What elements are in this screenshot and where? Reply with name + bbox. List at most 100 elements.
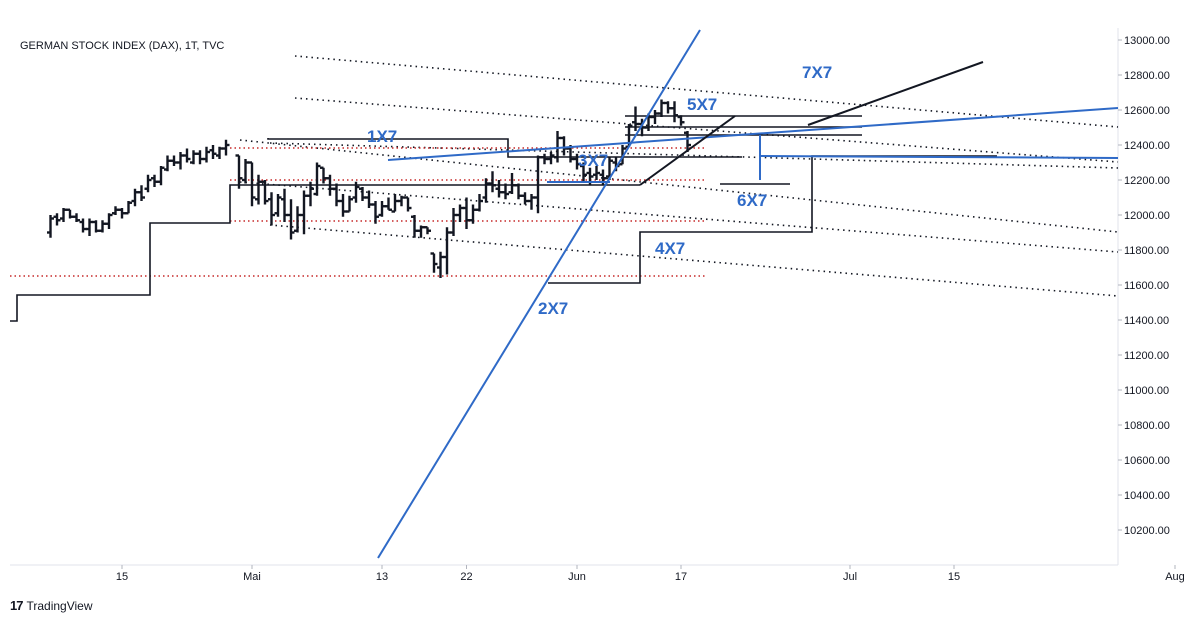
- ohlc-bar: [339, 194, 347, 217]
- time-tick-label: Mai: [243, 571, 261, 583]
- ohlc-bar: [619, 145, 626, 166]
- label-1x7: 1X7: [367, 127, 397, 146]
- ohlc-bar: [177, 152, 184, 170]
- ohlc-bar: [53, 213, 61, 226]
- step-line-lower: [10, 184, 640, 322]
- ohlc-bar: [307, 181, 314, 207]
- step-lines: [10, 115, 997, 322]
- ohlc-bar: [209, 145, 217, 159]
- ohlc-bar: [515, 183, 522, 200]
- ohlc-bar: [118, 208, 126, 219]
- ohlc-bar: [528, 194, 535, 210]
- ohlc-bar: [320, 166, 327, 184]
- step-line-upper: [267, 138, 742, 158]
- ohlc-bar: [144, 174, 152, 193]
- blue-angle-line: [759, 155, 1119, 159]
- ohlc-bar: [365, 190, 373, 208]
- ohlc-bar: [593, 166, 600, 180]
- ohlc-bar: [313, 162, 321, 196]
- price-tick-label: 10200.00: [1124, 525, 1170, 537]
- ohlc-bar: [378, 201, 386, 217]
- ohlc-bar: [671, 101, 678, 123]
- price-tick-label: 12600.00: [1124, 105, 1170, 117]
- ohlc-bar: [638, 118, 646, 137]
- overlay-lines: [377, 29, 1119, 559]
- ohlc-bar: [430, 252, 438, 273]
- ohlc-bar: [664, 101, 672, 114]
- ohlc-bar: [651, 110, 659, 124]
- ohlc-bar: [300, 190, 308, 235]
- ohlc-bar: [190, 150, 197, 165]
- ohlc-bar: [183, 148, 191, 163]
- price-tick-label: 10600.00: [1124, 455, 1170, 467]
- price-tick-label: 10800.00: [1124, 420, 1170, 432]
- tradingview-branding: 17 TradingView: [10, 598, 93, 613]
- time-tick-label: 17: [675, 571, 687, 583]
- label-6x7: 6X7: [737, 191, 767, 210]
- ohlc-bar: [424, 226, 431, 235]
- dotted-channel-line: [239, 181, 1119, 253]
- ohlc-bar: [222, 139, 230, 156]
- ohlc-bar: [73, 213, 80, 222]
- ohlc-bar: [333, 183, 340, 207]
- ohlc-bar: [417, 225, 425, 238]
- label-7x7: 7X7: [802, 63, 832, 82]
- ohlc-bar: [196, 150, 204, 165]
- ohlc-bar: [476, 194, 483, 212]
- label-2x7: 2X7: [538, 299, 568, 318]
- ohlc-bar: [606, 157, 613, 180]
- ohlc-bar: [125, 201, 132, 215]
- ohlc-bar: [372, 201, 379, 224]
- ohlc-bar: [463, 197, 470, 229]
- time-tick-label: 13: [376, 571, 388, 583]
- ohlc-bar: [482, 178, 490, 203]
- ohlc-bar: [359, 187, 366, 201]
- ohlc-bar: [151, 174, 158, 187]
- dotted-channel-line: [294, 97, 1119, 163]
- ohlc-bar: [391, 194, 399, 213]
- label-4x7: 4X7: [655, 239, 685, 258]
- ohlc-bar: [534, 155, 542, 214]
- ohlc-bar: [92, 220, 100, 233]
- ohlc-bar: [203, 146, 210, 163]
- tradingview-brand-text: TradingView: [26, 598, 93, 613]
- ohlc-bar: [580, 162, 587, 182]
- price-tick-label: 10400.00: [1124, 490, 1170, 502]
- ohlc-bar: [287, 199, 295, 240]
- ohlc-bar: [346, 195, 353, 213]
- ohlc-bar: [281, 188, 288, 222]
- ohlc-bar: [47, 215, 54, 238]
- dotted-channel-line: [239, 139, 1119, 233]
- time-tick-label: 22: [460, 571, 472, 583]
- label-5x7: 5X7: [687, 95, 717, 114]
- ohlc-bar: [352, 181, 360, 203]
- ohlc-bar: [502, 183, 509, 200]
- ohlc-bar: [573, 153, 581, 170]
- ohlc-bar: [261, 180, 269, 205]
- ohlc-bar: [456, 204, 464, 222]
- price-tick-label: 12800.00: [1124, 70, 1170, 82]
- price-tick-label: 12200.00: [1124, 175, 1170, 187]
- ohlc-bar: [541, 153, 548, 165]
- ohlc-bar: [443, 227, 451, 275]
- ohlc-bar: [677, 115, 685, 126]
- ohlc-bar: [560, 136, 568, 156]
- ohlc-bar: [294, 206, 301, 233]
- ohlc-bar: [242, 159, 249, 184]
- time-axis-ticks: 15 Mai 13 22 Jun 17 Jul 15 Aug: [116, 565, 1185, 583]
- price-axis-ticks: 13000.00 12800.00 12600.00 12400.00 12200.00…: [1118, 35, 1170, 537]
- ohlc-bar: [105, 213, 113, 229]
- ohlc-bar: [170, 155, 178, 166]
- ohlc-bar: [66, 208, 74, 219]
- black-trend-line: [807, 61, 984, 126]
- chart-title: GERMAN STOCK INDEX (DAX), 1T, TVC: [20, 40, 224, 52]
- time-tick-label: Aug: [1165, 571, 1185, 583]
- price-tick-label: 11000.00: [1124, 385, 1169, 397]
- ohlc-bar: [554, 131, 561, 163]
- time-tick-label: 15: [116, 571, 128, 583]
- ohlc-bar: [274, 194, 282, 217]
- time-tick-label: Jul: [843, 571, 857, 583]
- ohlc-bar: [469, 204, 477, 224]
